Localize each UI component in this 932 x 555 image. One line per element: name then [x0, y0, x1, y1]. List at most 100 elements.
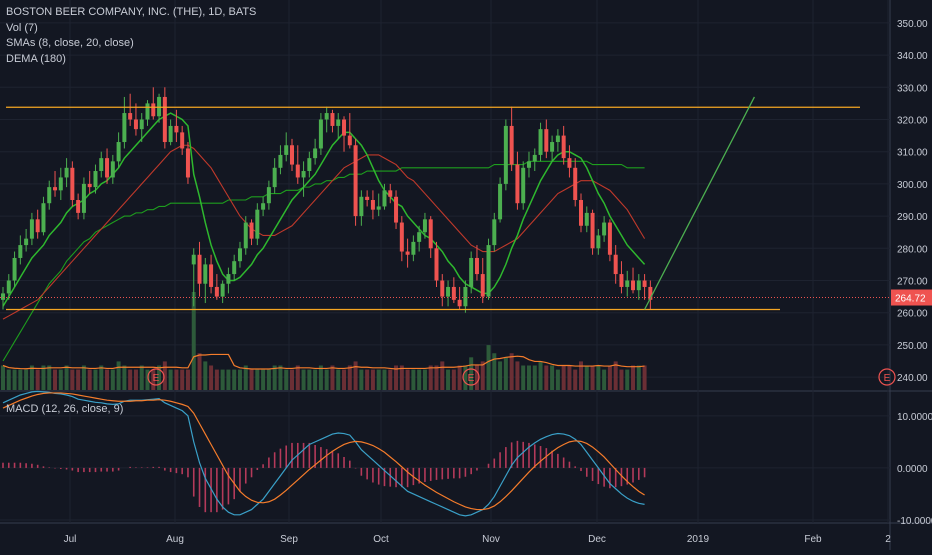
sma8-line — [2, 112, 646, 307]
volume-bar — [58, 369, 63, 390]
dema-indicator-label[interactable]: DEMA (180) — [6, 52, 66, 65]
price-tick-label: 250.00 — [897, 341, 928, 352]
candle-body — [463, 286, 468, 307]
candle-body — [370, 200, 375, 210]
candle-body — [47, 187, 52, 204]
volume-bar — [347, 365, 352, 390]
volume-bar — [209, 365, 214, 390]
candle-body — [330, 113, 335, 126]
candle-body — [636, 280, 641, 291]
volume-bar — [214, 369, 219, 390]
volume-bar — [509, 353, 514, 390]
candle-body — [110, 161, 115, 178]
volume-bar — [342, 369, 347, 390]
price-tick-label: 300.00 — [897, 180, 928, 191]
volume-bar — [625, 369, 630, 390]
candle-body — [486, 245, 491, 297]
candle-body — [301, 171, 306, 178]
earnings-marker-label: E — [153, 373, 160, 384]
volume-bar — [382, 369, 387, 390]
candle-body — [128, 113, 133, 120]
volume-bar — [642, 365, 647, 390]
candle-body — [226, 274, 231, 284]
volume-bar — [12, 369, 17, 390]
candle-body — [515, 164, 520, 204]
candle-body — [376, 206, 381, 210]
earnings-marker[interactable]: E — [462, 368, 480, 386]
volume-bar — [35, 369, 40, 390]
candle-body — [631, 280, 636, 291]
candle-body — [168, 125, 173, 143]
candle-body — [157, 96, 162, 117]
volume-bar — [290, 369, 294, 390]
volume-bar — [613, 361, 618, 390]
candle-body — [521, 167, 526, 204]
candle-body — [567, 158, 572, 168]
candle-body — [191, 254, 196, 265]
volume-bar — [272, 365, 277, 390]
volume-bar — [631, 365, 636, 390]
candle-body — [619, 274, 624, 287]
volume-bar — [480, 361, 485, 390]
volume-bar — [93, 369, 98, 390]
candle-body — [544, 129, 549, 152]
volume-bar — [503, 357, 508, 390]
candle-body — [12, 257, 17, 281]
volume-bar — [295, 365, 300, 390]
candle-body — [347, 135, 352, 146]
candle-body — [243, 222, 248, 249]
volume-bar — [607, 365, 612, 390]
candle-body — [197, 254, 202, 284]
last-price-tag — [891, 289, 932, 306]
candle-body — [214, 286, 219, 297]
volume-bar — [6, 369, 11, 390]
candle-body — [573, 167, 578, 200]
volume-bar — [573, 369, 578, 390]
candle-body — [58, 177, 63, 191]
candle-body — [555, 135, 560, 143]
price-tick-label: 280.00 — [897, 244, 928, 255]
chart-title: BOSTON BEER COMPANY, INC. (THE), 1D, BAT… — [6, 6, 257, 18]
volume-indicator-label[interactable]: Vol (7) — [6, 21, 38, 34]
candle-body — [99, 158, 104, 172]
candle-body — [307, 158, 312, 172]
candle-body — [469, 257, 474, 287]
volume-bar — [590, 365, 595, 390]
candle-body — [365, 196, 370, 200]
earnings-marker[interactable]: E — [147, 368, 165, 386]
candle-body — [249, 222, 254, 239]
volume-bar — [307, 369, 312, 390]
candle-body — [41, 203, 46, 233]
candle-body — [607, 222, 612, 255]
candle-body — [590, 212, 595, 249]
volume-bar — [417, 369, 422, 390]
candle-body — [440, 280, 445, 297]
candle-body — [220, 283, 225, 297]
price-tick-label: 240.00 — [897, 373, 928, 384]
volume-bar — [185, 369, 190, 390]
macd-indicator-label[interactable]: MACD (12, 26, close, 9) — [6, 403, 124, 415]
volume-bar — [422, 369, 427, 390]
sma-indicator-label[interactable]: SMAs (8, close, 20, close) — [6, 37, 134, 49]
dema-line — [2, 160, 645, 362]
last-price-label: 264.72 — [895, 294, 926, 305]
candle-body — [342, 119, 347, 136]
volume-bar — [434, 365, 439, 390]
candle-body — [284, 145, 289, 155]
earnings-marker[interactable]: E — [878, 368, 896, 386]
volume-bar — [232, 369, 237, 390]
time-tick-label: 2 — [885, 534, 891, 545]
candle-body — [602, 222, 607, 236]
candle-body — [579, 200, 583, 226]
time-tick-label: 2019 — [687, 534, 710, 545]
volume-bar — [428, 365, 433, 390]
volume-bar — [544, 365, 549, 390]
volume-bar — [243, 365, 248, 390]
candle-body — [648, 286, 653, 300]
candle-body — [70, 167, 75, 200]
volume-bar — [145, 369, 150, 390]
volume-bar — [53, 369, 58, 390]
